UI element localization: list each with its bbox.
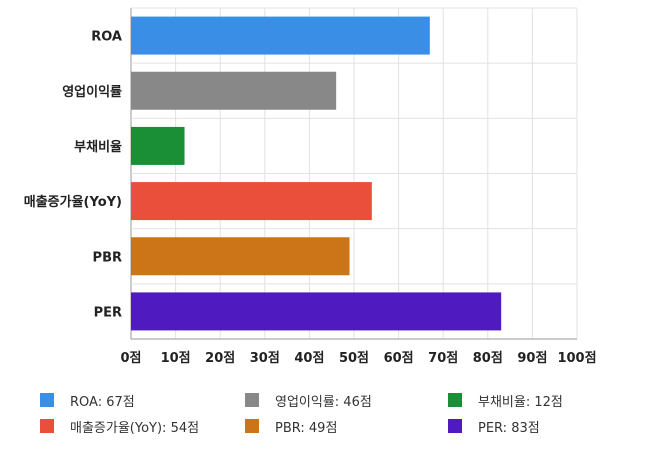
x-tick-label: 80점 bbox=[473, 351, 503, 366]
category-label: 매출증가율(YoY) bbox=[24, 194, 122, 210]
x-tick-label: 60점 bbox=[384, 351, 414, 366]
legend-item: PBR: 49점 bbox=[245, 416, 337, 436]
legend-item: 영업이익률: 46점 bbox=[245, 390, 372, 410]
legend-swatch bbox=[448, 393, 462, 407]
legend-swatch bbox=[245, 393, 259, 407]
bar bbox=[131, 71, 337, 110]
bar bbox=[131, 16, 430, 55]
bar bbox=[131, 292, 502, 331]
category-label: PBR bbox=[93, 250, 122, 265]
x-tick-label: 10점 bbox=[161, 351, 191, 366]
legend-label: 매출증가율(YoY): 54점 bbox=[70, 420, 200, 436]
bar bbox=[131, 237, 350, 276]
legend-item: 부채비율: 12점 bbox=[448, 390, 563, 410]
legend-swatch bbox=[245, 419, 259, 433]
legend-item: PER: 83점 bbox=[448, 416, 540, 436]
legend-swatch bbox=[448, 419, 462, 433]
x-tick-label: 50점 bbox=[339, 351, 369, 366]
legend-label: 부채비율: 12점 bbox=[478, 394, 563, 410]
legend-item: 매출증가율(YoY): 54점 bbox=[40, 416, 199, 436]
legend-label: PBR: 49점 bbox=[275, 420, 338, 436]
legend-label: PER: 83점 bbox=[478, 420, 540, 436]
legend-item: ROA: 67점 bbox=[40, 390, 135, 410]
x-tick-label: 90점 bbox=[517, 351, 547, 366]
category-label: PER bbox=[94, 305, 122, 320]
category-label: 영업이익률 bbox=[62, 84, 122, 100]
bar bbox=[131, 182, 372, 221]
x-tick-label: 40점 bbox=[294, 351, 324, 366]
bar bbox=[131, 126, 185, 165]
x-tick-label: 70점 bbox=[428, 351, 458, 366]
legend-label: ROA: 67점 bbox=[70, 394, 135, 410]
x-tick-label: 30점 bbox=[250, 351, 280, 366]
x-tick-label: 100점 bbox=[557, 351, 596, 366]
legend-label: 영업이익률: 46점 bbox=[275, 394, 372, 410]
legend-swatch bbox=[40, 419, 54, 433]
x-tick-label: 20점 bbox=[205, 351, 235, 366]
category-label: 부채비율 bbox=[74, 139, 122, 155]
legend-swatch bbox=[40, 393, 54, 407]
x-tick-label: 0점 bbox=[120, 351, 141, 366]
category-label: ROA bbox=[91, 30, 122, 45]
